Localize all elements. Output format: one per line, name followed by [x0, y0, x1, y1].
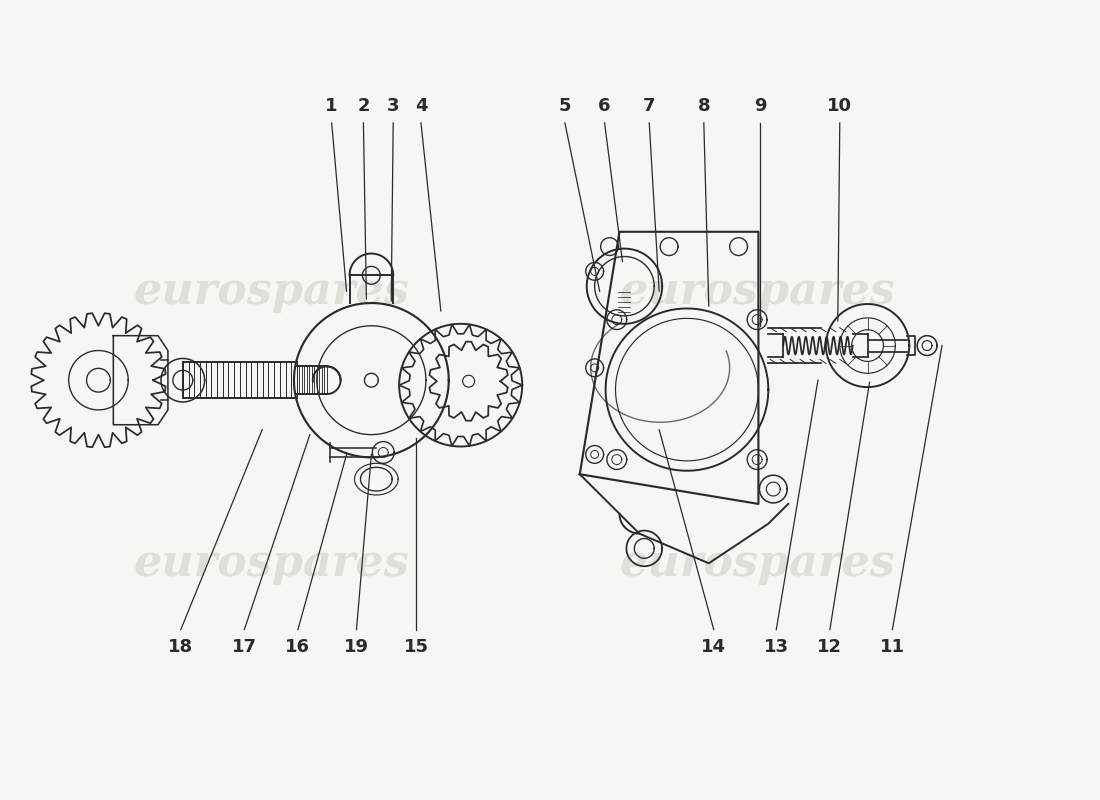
Text: eurospares: eurospares: [133, 542, 409, 585]
Text: 1: 1: [326, 97, 338, 115]
Text: 11: 11: [880, 638, 905, 655]
Text: eurospares: eurospares: [619, 270, 895, 313]
Text: 17: 17: [232, 638, 256, 655]
Text: 6: 6: [598, 97, 611, 115]
Text: 8: 8: [697, 97, 711, 115]
Text: 14: 14: [701, 638, 726, 655]
Text: 15: 15: [404, 638, 429, 655]
Text: eurospares: eurospares: [619, 542, 895, 585]
Text: 9: 9: [755, 97, 767, 115]
Text: 2: 2: [358, 97, 370, 115]
Text: 19: 19: [344, 638, 369, 655]
Text: 10: 10: [827, 97, 853, 115]
Text: eurospares: eurospares: [133, 270, 409, 313]
Text: 12: 12: [817, 638, 843, 655]
Text: 4: 4: [415, 97, 427, 115]
Text: 3: 3: [387, 97, 399, 115]
Text: 18: 18: [168, 638, 194, 655]
Text: 5: 5: [559, 97, 571, 115]
Text: 7: 7: [644, 97, 656, 115]
Text: 16: 16: [285, 638, 310, 655]
Text: 13: 13: [763, 638, 789, 655]
